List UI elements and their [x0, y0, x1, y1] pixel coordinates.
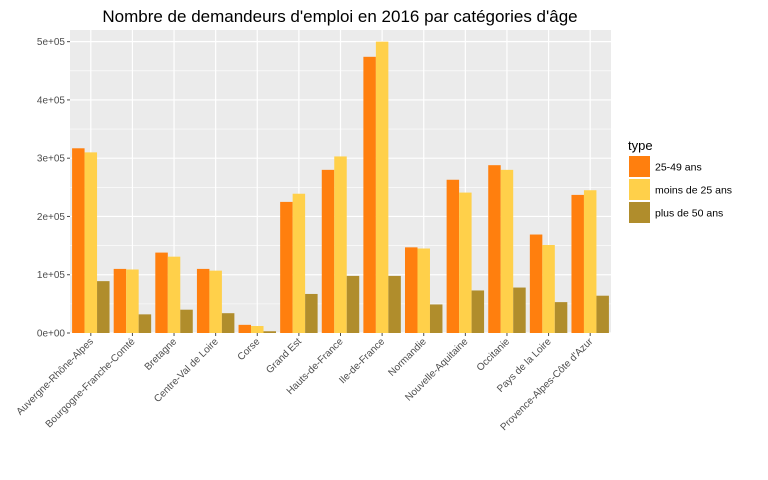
bar — [196, 268, 210, 333]
x-tick-label: Corse — [236, 336, 263, 363]
bar — [113, 268, 127, 333]
y-tick-label: 1e+05 — [37, 270, 66, 281]
bar — [542, 245, 555, 333]
legend-title: type — [628, 138, 653, 153]
chart-title: Nombre de demandeurs d'emploi en 2016 pa… — [102, 7, 577, 26]
legend-swatch — [629, 202, 650, 223]
bar — [305, 293, 318, 333]
y-tick-label: 4e+05 — [37, 95, 66, 106]
y-tick-label: 5e+05 — [37, 37, 66, 48]
bar — [596, 295, 609, 333]
bar — [251, 326, 264, 333]
legend-swatch — [629, 179, 650, 200]
bar — [446, 179, 460, 333]
bar — [554, 302, 568, 333]
x-tick-label: Bourgogne-Franche-Comté — [44, 336, 138, 430]
bar — [375, 41, 389, 334]
x-tick-label: Occitanie — [475, 336, 513, 374]
bar — [500, 169, 514, 333]
bar — [138, 314, 152, 333]
bar — [180, 309, 193, 333]
bar — [97, 281, 110, 333]
bar — [209, 270, 222, 333]
bar — [321, 169, 335, 333]
bar — [571, 194, 584, 333]
bar — [459, 192, 472, 333]
x-tick-label: Grand Est — [264, 336, 304, 376]
bar — [84, 152, 98, 333]
legend-label: moins de 25 ans — [655, 185, 732, 197]
bar — [221, 313, 235, 333]
legend-swatch — [629, 156, 650, 177]
bars — [72, 41, 609, 334]
x-tick-label: Auvergne-Rhône-Alpes — [15, 336, 96, 417]
y-tick-label: 2e+05 — [37, 212, 66, 223]
y-tick-label: 3e+05 — [37, 154, 66, 165]
bar — [363, 56, 376, 334]
bar — [388, 275, 401, 333]
bar — [346, 275, 360, 333]
x-tick-label: Bretagne — [143, 336, 180, 373]
bar — [280, 201, 293, 333]
legend: type 25-49 ans moins de 25 ans plus de 50 … — [628, 138, 732, 223]
bar — [292, 193, 306, 333]
bar — [263, 331, 276, 333]
legend-label: plus de 50 ans — [655, 208, 723, 220]
bar — [72, 148, 85, 333]
y-axis: 0e+00 1e+05 2e+05 3e+05 4e+05 5e+05 — [37, 37, 70, 340]
bar — [529, 234, 543, 333]
bar — [429, 304, 443, 333]
bar — [471, 290, 485, 333]
x-axis: Auvergne-Rhône-AlpesBourgogne-Franche-Co… — [15, 333, 596, 433]
bar — [167, 256, 181, 333]
bar — [488, 165, 501, 333]
legend-label: 25-49 ans — [655, 162, 702, 174]
bar — [405, 247, 418, 333]
bar — [334, 156, 347, 333]
bar — [513, 287, 526, 333]
bar — [238, 324, 252, 333]
bar — [155, 252, 168, 333]
bar — [126, 269, 139, 333]
y-tick-label: 0e+00 — [37, 329, 66, 340]
bar — [417, 248, 430, 333]
x-tick-label: Normandie — [386, 336, 429, 379]
bar — [583, 190, 597, 333]
